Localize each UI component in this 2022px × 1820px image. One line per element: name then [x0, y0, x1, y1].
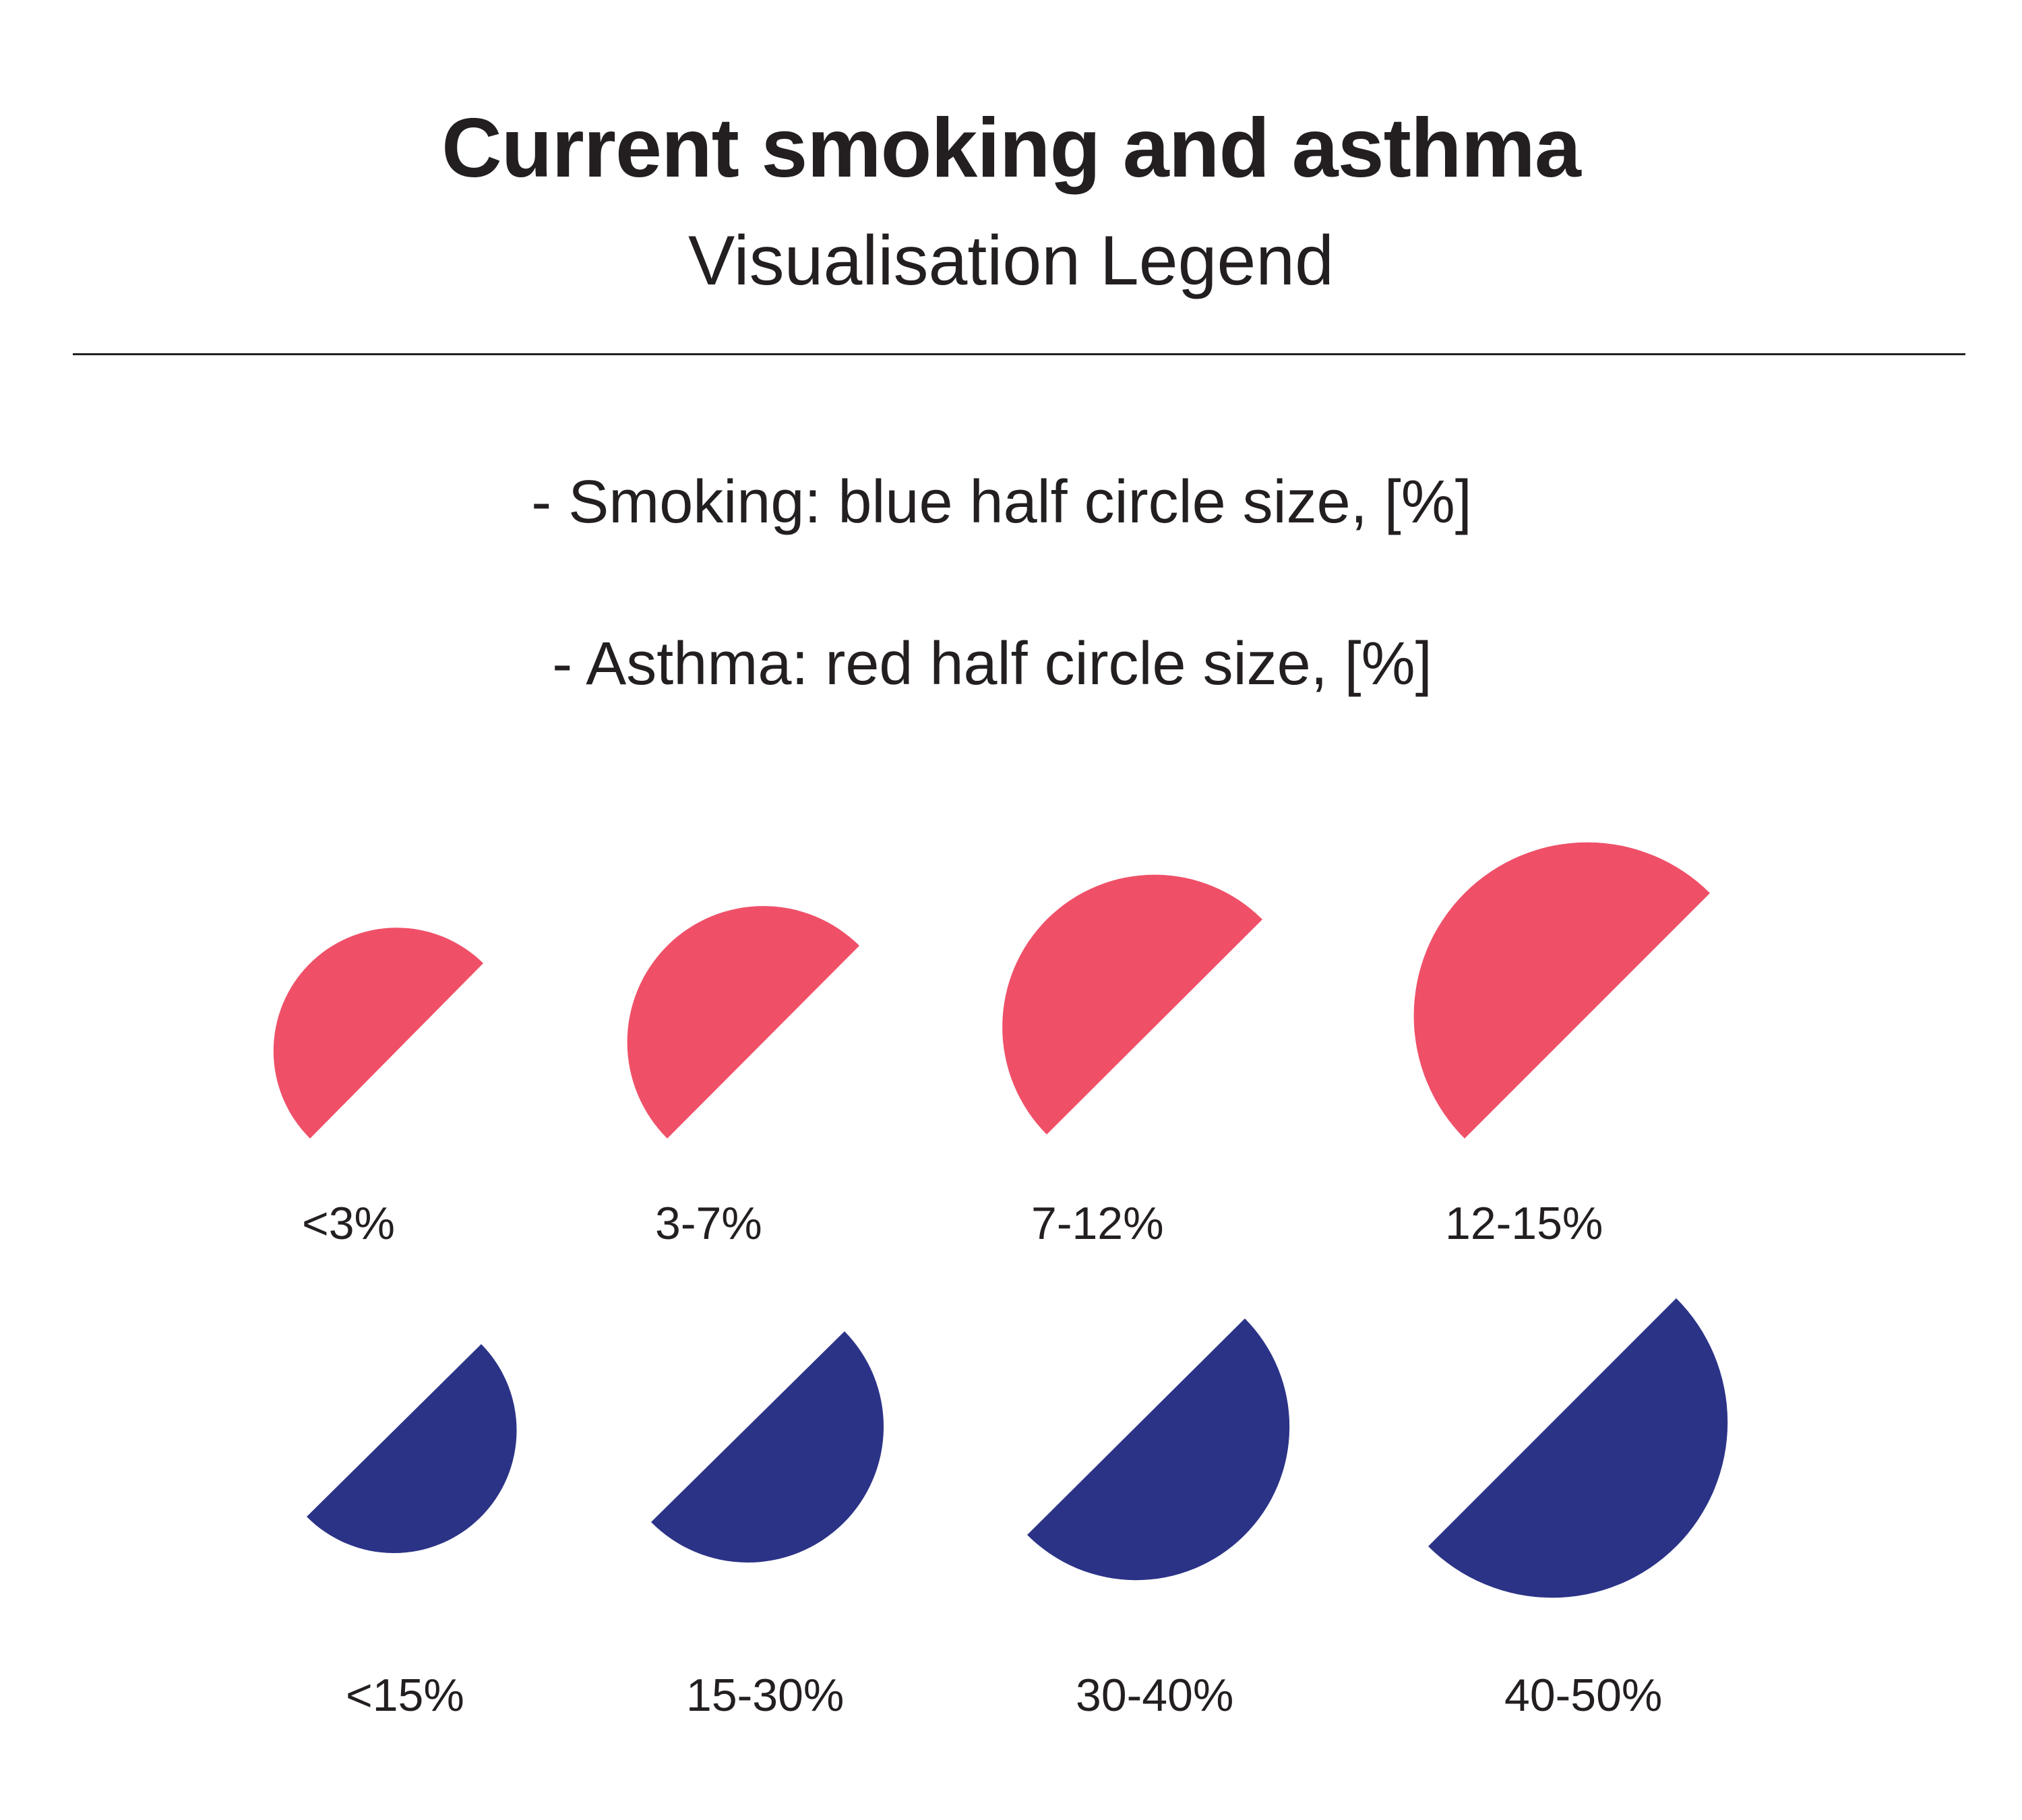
smoking-half-circle-2 [651, 1331, 884, 1563]
title-divider [73, 353, 1965, 355]
page-title: Current smoking and asthma [441, 102, 1581, 195]
asthma-label-1: <3% [302, 1198, 395, 1249]
asthma-label-3: 7-12% [1031, 1198, 1164, 1249]
smoking-label-4: 40-50% [1504, 1670, 1662, 1721]
asthma-half-circle-2 [627, 906, 859, 1139]
asthma-label-4: 12-15% [1445, 1198, 1603, 1249]
asthma-half-circle-4 [1413, 842, 1710, 1139]
smoking-half-circle-4 [1428, 1298, 1728, 1598]
smoking-label-3: 30-40% [1076, 1670, 1233, 1721]
smoking-half-circle-1 [307, 1344, 517, 1554]
page-subtitle: Visualisation Legend [688, 222, 1334, 300]
smoking-description: - Smoking: blue half circle size, [%] [531, 468, 1472, 536]
asthma-description: - Asthma: red half circle size, [%] [552, 630, 1432, 698]
smoking-label-2: 15-30% [686, 1670, 844, 1721]
smoking-half-circle-3 [1027, 1318, 1290, 1581]
smoking-label-1: <15% [346, 1670, 464, 1721]
asthma-label-2: 3-7% [655, 1198, 762, 1249]
asthma-half-circle-3 [1002, 874, 1262, 1134]
asthma-half-circle-1 [273, 928, 483, 1139]
